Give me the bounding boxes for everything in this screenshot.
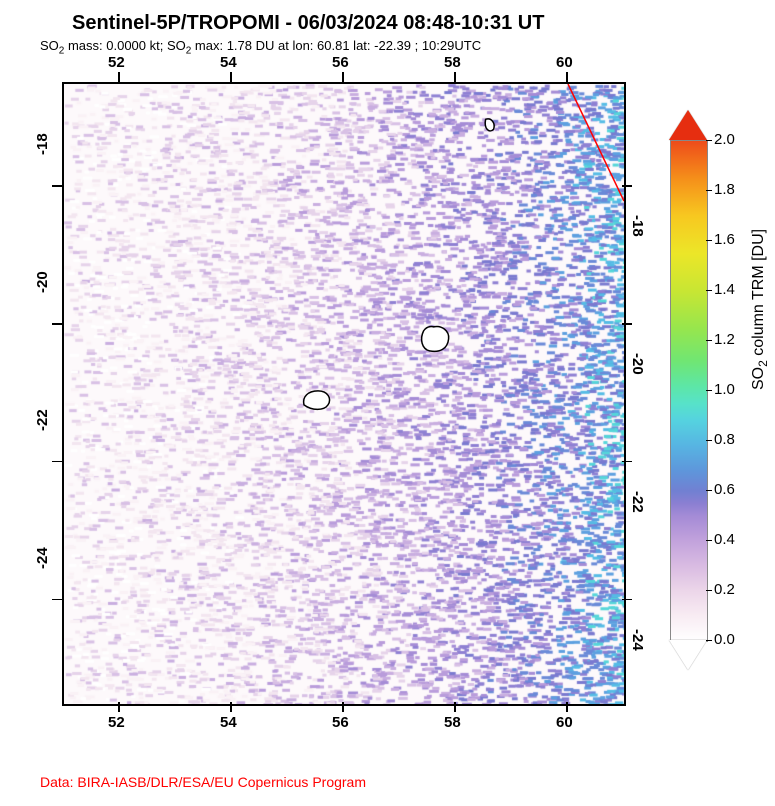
colorbar-tick-label: 1.0: [714, 381, 735, 398]
ytick-left: [52, 461, 62, 463]
xtick-label-top: 54: [220, 54, 237, 71]
map-overlay: [64, 84, 624, 704]
ytick-label-right: -18: [629, 215, 646, 237]
xtick-top: [566, 72, 568, 82]
ytick-label-left: -24: [34, 547, 51, 569]
ytick-label-left: -22: [34, 409, 51, 431]
colorbar-tick-label: 0.8: [714, 431, 735, 448]
ytick-right: [622, 323, 632, 325]
colorbar-tick: [706, 340, 712, 341]
colorbar-tick-label: 1.4: [714, 281, 735, 298]
xtick-label-bottom: 58: [444, 714, 461, 731]
colorbar-tick: [706, 240, 712, 241]
xtick-top: [454, 72, 456, 82]
island-northeast: [485, 119, 494, 131]
xtick-bottom: [454, 702, 456, 712]
ytick-right: [622, 461, 632, 463]
xtick-top: [230, 72, 232, 82]
cb-2: 2: [756, 360, 770, 367]
colorbar-tick: [706, 190, 712, 191]
figure-subtitle: SO2 mass: 0.0000 kt; SO2 max: 1.78 DU at…: [40, 38, 481, 57]
ytick-left: [52, 323, 62, 325]
ytick-label-left: -20: [34, 271, 51, 293]
colorbar-tick-label: 2.0: [714, 131, 735, 148]
ytick-right: [622, 185, 632, 187]
cb-so: SO: [750, 367, 767, 390]
attribution: Data: BIRA-IASB/DLR/ESA/EU Copernicus Pr…: [40, 774, 366, 790]
ytick-label-right: -24: [629, 629, 646, 651]
ytick-label-left: -18: [34, 134, 51, 156]
xtick-label-bottom: 54: [220, 714, 237, 731]
colorbar-gradient: [670, 140, 708, 642]
sub-mid: mass: 0.0000 kt; SO: [64, 38, 185, 53]
colorbar-tick-label: 1.6: [714, 231, 735, 248]
swath-edge-line: [568, 84, 624, 201]
ytick-label-right: -22: [629, 491, 646, 513]
colorbar-tick: [706, 540, 712, 541]
colorbar-label: SO2 column TRM [DU]: [750, 229, 770, 390]
xtick-label-top: 60: [556, 54, 573, 71]
colorbar-tick: [706, 440, 712, 441]
colorbar-tick: [706, 140, 712, 141]
colorbar: 0.00.20.40.60.81.01.21.41.61.82.0: [670, 110, 706, 670]
colorbar-over-triangle: [669, 110, 707, 140]
colorbar-tick-label: 0.6: [714, 481, 735, 498]
colorbar-tick: [706, 590, 712, 591]
xtick-top: [118, 72, 120, 82]
colorbar-tick: [706, 490, 712, 491]
sub-tail: max: 1.78 DU at lon: 60.81 lat: -22.39 ;…: [191, 38, 481, 53]
colorbar-tick-label: 0.2: [714, 581, 735, 598]
figure-title: Sentinel-5P/TROPOMI - 06/03/2024 08:48-1…: [72, 12, 544, 35]
colorbar-tick-label: 0.4: [714, 531, 735, 548]
xtick-bottom: [118, 702, 120, 712]
xtick-top: [342, 72, 344, 82]
ytick-label-right: -20: [629, 353, 646, 375]
ytick-left: [52, 185, 62, 187]
colorbar-tick-label: 1.8: [714, 181, 735, 198]
xtick-label-top: 56: [332, 54, 349, 71]
xtick-label-top: 52: [108, 54, 125, 71]
colorbar-tick: [706, 290, 712, 291]
xtick-label-bottom: 52: [108, 714, 125, 731]
colorbar-tick-label: 1.2: [714, 331, 735, 348]
colorbar-tick-label: 0.0: [714, 631, 735, 648]
cb-rest: column TRM [DU]: [750, 229, 767, 360]
xtick-bottom: [230, 702, 232, 712]
island-mauritius: [422, 327, 449, 352]
map-frame: [62, 82, 626, 706]
colorbar-under-triangle: [669, 640, 707, 670]
colorbar-tick: [706, 640, 712, 641]
sub-so: SO: [40, 38, 59, 53]
xtick-label-bottom: 56: [332, 714, 349, 731]
xtick-label-top: 58: [444, 54, 461, 71]
ytick-left: [52, 599, 62, 601]
figure: Sentinel-5P/TROPOMI - 06/03/2024 08:48-1…: [10, 10, 775, 796]
colorbar-tick: [706, 390, 712, 391]
ytick-right: [622, 599, 632, 601]
xtick-bottom: [342, 702, 344, 712]
xtick-label-bottom: 60: [556, 714, 573, 731]
xtick-bottom: [566, 702, 568, 712]
island-reunion: [304, 391, 330, 410]
